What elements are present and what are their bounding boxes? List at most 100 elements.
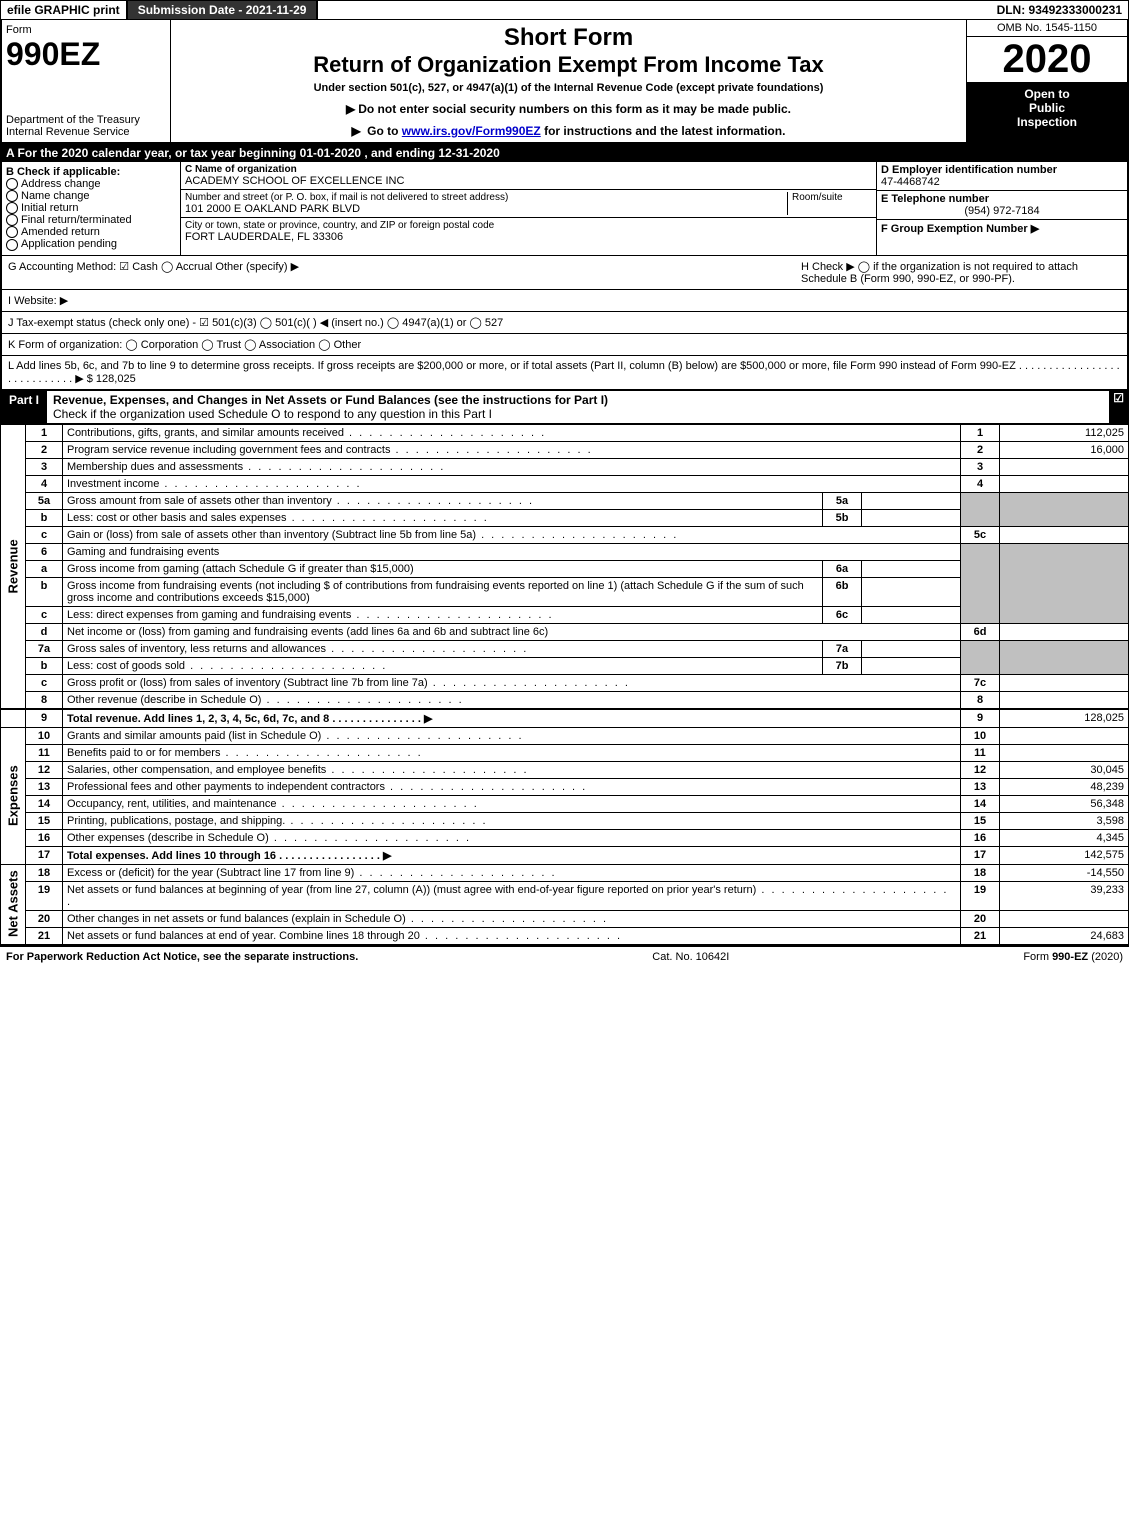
r9-num: 9 <box>26 709 63 728</box>
r21-amt: 24,683 <box>1000 927 1129 944</box>
irs-label: Internal Revenue Service <box>6 126 166 138</box>
irs-link[interactable]: www.irs.gov/Form990EZ <box>402 124 541 138</box>
r17-num: 17 <box>26 846 63 864</box>
r6b-desc: Gross income from fundraising events (no… <box>63 577 823 606</box>
f-label: F Group Exemption Number ▶ <box>881 222 1123 235</box>
r3-amt <box>1000 458 1129 475</box>
schedule-o-check: ☑ <box>1109 391 1128 423</box>
r13-amt: 48,239 <box>1000 778 1129 795</box>
efile-label: efile GRAPHIC print <box>1 1 128 19</box>
r6d-amt <box>1000 623 1129 640</box>
r13-ln: 13 <box>961 778 1000 795</box>
r12-amt: 30,045 <box>1000 761 1129 778</box>
r6c-num: c <box>26 606 63 623</box>
return-title: Return of Organization Exempt From Incom… <box>175 52 962 78</box>
r14-desc: Occupancy, rent, utilities, and maintena… <box>63 795 961 812</box>
r5ab-shade-amt <box>1000 492 1129 526</box>
tax-year: 2020 <box>967 37 1127 83</box>
chk-amended[interactable] <box>6 226 18 238</box>
omb-number: OMB No. 1545-1150 <box>967 20 1127 37</box>
r7a-sub: 7a <box>823 640 862 657</box>
r8-ln: 8 <box>961 691 1000 709</box>
r12-num: 12 <box>26 761 63 778</box>
part1-table: Revenue 1 Contributions, gifts, grants, … <box>0 424 1129 945</box>
chk-name-change[interactable] <box>6 190 18 202</box>
side-revenue: Revenue <box>1 424 26 709</box>
r19-desc: Net assets or fund balances at beginning… <box>63 881 961 910</box>
r5b-subval <box>862 509 961 526</box>
r20-desc: Other changes in net assets or fund bala… <box>63 910 961 927</box>
org-name: ACADEMY SCHOOL OF EXCELLENCE INC <box>185 175 872 187</box>
r14-amt: 56,348 <box>1000 795 1129 812</box>
line-i: I Website: ▶ <box>0 290 1129 312</box>
top-bar: efile GRAPHIC print Submission Date - 20… <box>0 0 1129 20</box>
line-h: H Check ▶ ◯ if the organization is not r… <box>801 260 1121 285</box>
r10-ln: 10 <box>961 727 1000 744</box>
r15-ln: 15 <box>961 812 1000 829</box>
chk-pending[interactable] <box>6 239 18 251</box>
r7c-ln: 7c <box>961 674 1000 691</box>
e-label: E Telephone number <box>881 193 1123 205</box>
r15-amt: 3,598 <box>1000 812 1129 829</box>
note-link: Go to www.irs.gov/Form990EZ for instruct… <box>175 124 962 138</box>
r7b-num: b <box>26 657 63 674</box>
r1-desc: Contributions, gifts, grants, and simila… <box>63 424 961 441</box>
room-label: Room/suite <box>787 192 872 215</box>
r8-desc: Other revenue (describe in Schedule O) <box>63 691 961 709</box>
info-block: B Check if applicable: Address change Na… <box>0 162 1129 256</box>
r6-shade-amt <box>1000 543 1129 623</box>
part1-title: Revenue, Expenses, and Changes in Net As… <box>47 391 1109 423</box>
r8-amt <box>1000 691 1129 709</box>
r2-ln: 2 <box>961 441 1000 458</box>
r5b-sub: 5b <box>823 509 862 526</box>
chk-address-change[interactable] <box>6 178 18 190</box>
chk-initial[interactable] <box>6 202 18 214</box>
note2-post: for instructions and the latest informat… <box>544 124 785 138</box>
r18-num: 18 <box>26 864 63 881</box>
short-form-title: Short Form <box>175 24 962 52</box>
opt-pending: Application pending <box>21 238 117 250</box>
inspection-label: Inspection <box>971 115 1123 129</box>
r16-desc: Other expenses (describe in Schedule O) <box>63 829 961 846</box>
r6a-desc: Gross income from gaming (attach Schedul… <box>63 560 823 577</box>
opt-name: Name change <box>21 190 90 202</box>
r21-desc: Net assets or fund balances at end of ye… <box>63 927 961 944</box>
r14-ln: 14 <box>961 795 1000 812</box>
dept-label: Department of the Treasury <box>6 114 166 126</box>
box-c: C Name of organization ACADEMY SCHOOL OF… <box>181 162 877 255</box>
r5ab-shade <box>961 492 1000 526</box>
r10-amt <box>1000 727 1129 744</box>
chk-final[interactable] <box>6 214 18 226</box>
r5a-sub: 5a <box>823 492 862 509</box>
form-word: Form <box>6 24 166 36</box>
side-netassets: Net Assets <box>1 864 26 944</box>
r19-amt: 39,233 <box>1000 881 1129 910</box>
row-gh: G Accounting Method: ☑ Cash ◯ Accrual Ot… <box>0 256 1129 290</box>
part1-label: Part I <box>1 391 47 423</box>
r17-ln: 17 <box>961 846 1000 864</box>
part1-header: Part I Revenue, Expenses, and Changes in… <box>0 390 1129 424</box>
r6c-desc: Less: direct expenses from gaming and fu… <box>63 606 823 623</box>
r12-desc: Salaries, other compensation, and employ… <box>63 761 961 778</box>
r5c-amt <box>1000 526 1129 543</box>
r5b-desc: Less: cost or other basis and sales expe… <box>63 509 823 526</box>
footer-right: Form 990-EZ (2020) <box>1023 951 1123 963</box>
period-bar: A For the 2020 calendar year, or tax yea… <box>0 144 1129 162</box>
r19-num: 19 <box>26 881 63 910</box>
r5a-desc: Gross amount from sale of assets other t… <box>63 492 823 509</box>
r7b-subval <box>862 657 961 674</box>
line-g: G Accounting Method: ☑ Cash ◯ Accrual Ot… <box>8 260 801 285</box>
r5a-num: 5a <box>26 492 63 509</box>
org-address: 101 2000 E OAKLAND PARK BLVD <box>185 203 787 215</box>
r6d-ln: 6d <box>961 623 1000 640</box>
c-addr-label: Number and street (or P. O. box, if mail… <box>185 192 787 203</box>
r12-ln: 12 <box>961 761 1000 778</box>
r6c-sub: 6c <box>823 606 862 623</box>
r17-desc: Total expenses. Add lines 10 through 16 … <box>63 846 961 864</box>
r5c-num: c <box>26 526 63 543</box>
footer-left: For Paperwork Reduction Act Notice, see … <box>6 951 358 963</box>
r7b-desc: Less: cost of goods sold <box>63 657 823 674</box>
r4-ln: 4 <box>961 475 1000 492</box>
r6d-num: d <box>26 623 63 640</box>
r17-amt: 142,575 <box>1000 846 1129 864</box>
